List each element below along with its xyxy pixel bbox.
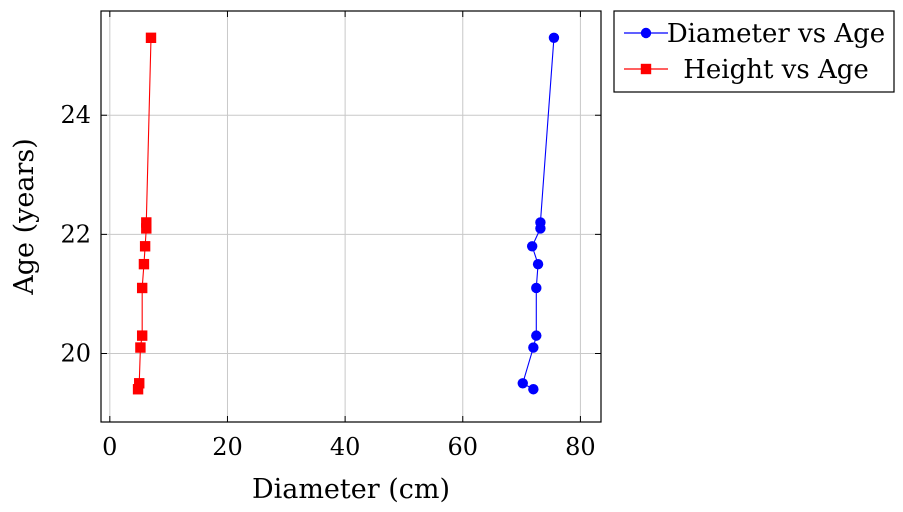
data-point [139, 241, 151, 252]
y-axis: 20 22 24 [60, 101, 601, 368]
data-point [531, 330, 542, 341]
x-tick-label: 20 [212, 433, 243, 461]
data-point [548, 32, 560, 44]
data-point [526, 241, 538, 252]
grid [101, 11, 601, 422]
plot-area [100, 10, 602, 423]
data-point [528, 342, 539, 353]
legend-marker-diameter [640, 27, 652, 39]
data-point [535, 217, 546, 228]
x-axis-title: Diameter (cm) [252, 474, 450, 505]
data-point [532, 258, 544, 270]
series-layer [132, 32, 560, 395]
data-point [141, 223, 152, 234]
data-point [136, 330, 148, 341]
data-point [141, 217, 152, 228]
x-tick-label: 40 [330, 433, 361, 461]
data-point [145, 32, 157, 44]
data-point [132, 384, 144, 395]
data-point [138, 258, 150, 270]
legend: Diameter vs Age Height vs Age [613, 10, 895, 93]
data-point [134, 378, 145, 389]
y-tick-label: 22 [60, 220, 91, 248]
data-point [135, 342, 146, 353]
data-point [517, 378, 528, 389]
y-tick-label: 24 [60, 101, 91, 129]
y-tick-label: 20 [60, 340, 91, 368]
legend-box [613, 10, 895, 93]
data-point [531, 282, 542, 294]
data-point [136, 282, 148, 294]
legend-label-diameter: Diameter vs Age [667, 19, 885, 49]
x-tick-label: 80 [565, 433, 596, 461]
y-axis-title: Age (years) [9, 138, 40, 296]
x-tick-label: 60 [447, 433, 478, 461]
x-axis: 0 20 40 60 80 [102, 11, 596, 461]
data-point [528, 384, 539, 395]
series-height [132, 32, 157, 395]
legend-label-height: Height vs Age [683, 55, 869, 85]
x-tick-label: 0 [102, 433, 117, 461]
series-diameter [517, 32, 560, 395]
legend-marker-height [640, 63, 652, 75]
